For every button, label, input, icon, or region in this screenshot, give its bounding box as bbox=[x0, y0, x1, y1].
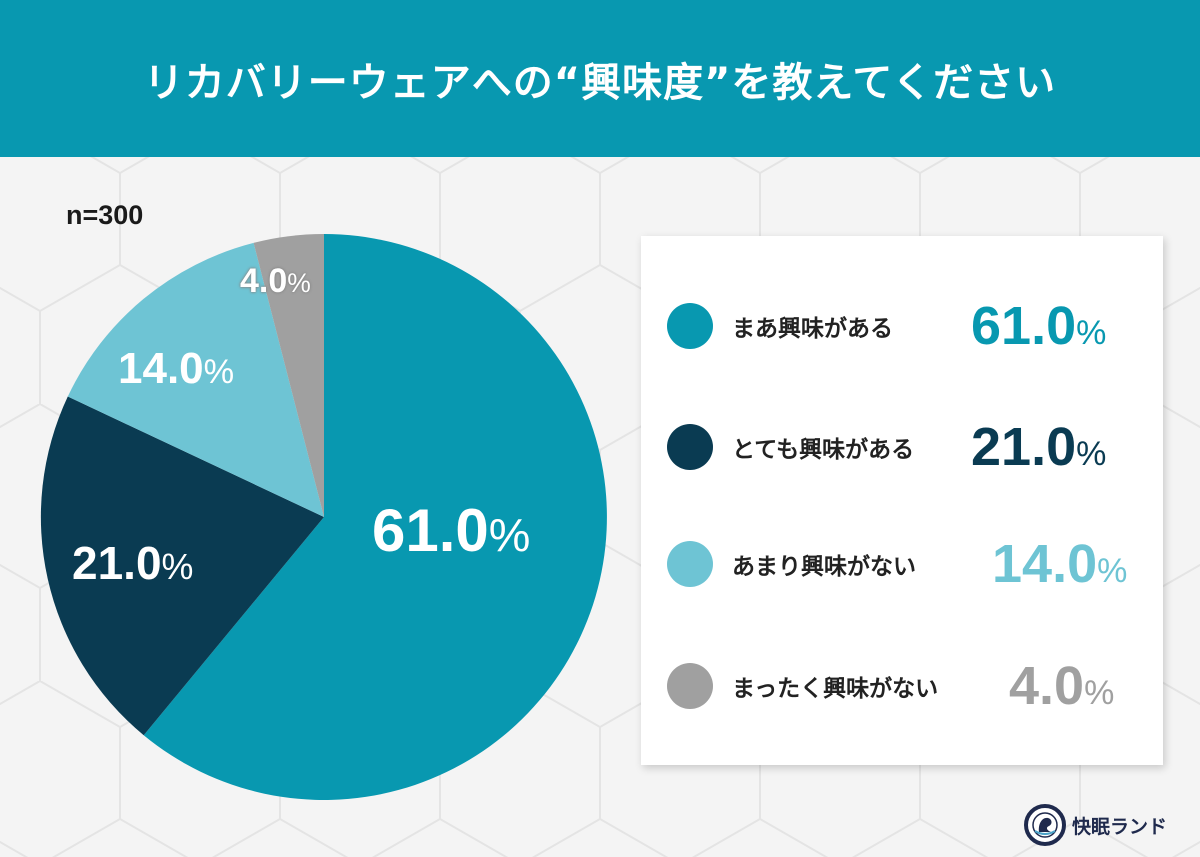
legend-label: まあ興味がある bbox=[732, 316, 893, 342]
legend-value-unit: % bbox=[1084, 674, 1115, 712]
legend-item-very-interested: とても興味がある 21.0% bbox=[667, 417, 1147, 477]
legend-panel: まあ興味がある 61.0% とても興味がある 21.0% あまり興味がない 14… bbox=[641, 236, 1163, 765]
header-banner: リカバリーウェアへの“興味度”を教えてください bbox=[0, 0, 1200, 157]
pie-label-4-unit: % bbox=[287, 268, 311, 298]
pie-slice-not-interested-at-all bbox=[253, 234, 324, 517]
pie-label-14: 14.0% bbox=[118, 344, 234, 394]
pie-label-21: 21.0% bbox=[72, 536, 193, 590]
sample-size-label: n=300 bbox=[66, 200, 144, 230]
legend-value-unit: % bbox=[1076, 314, 1107, 352]
legend-dot-icon bbox=[667, 424, 713, 470]
legend-value-number: 14.0 bbox=[992, 534, 1098, 594]
legend-value-number: 21.0 bbox=[971, 417, 1077, 477]
legend-dot-icon bbox=[667, 541, 713, 587]
brand-logo-icon bbox=[1024, 804, 1066, 846]
brand-name: 快眠ランド bbox=[1072, 815, 1168, 838]
pie-label-61: 61.0% bbox=[372, 496, 530, 565]
pie-label-14-value: 14.0 bbox=[118, 344, 204, 393]
legend-item-somewhat-interested: まあ興味がある 61.0% bbox=[667, 296, 1147, 356]
pie-label-21-unit: % bbox=[161, 547, 194, 587]
legend-label: まったく興味がない bbox=[732, 676, 939, 702]
legend-value-number: 4.0 bbox=[1009, 656, 1085, 716]
legend-value-unit: % bbox=[1076, 435, 1107, 473]
pie-label-21-value: 21.0 bbox=[72, 537, 162, 589]
legend-dot-icon bbox=[667, 663, 713, 709]
pie-slice-somewhat-interested bbox=[143, 234, 607, 800]
pie-label-14-unit: % bbox=[203, 353, 235, 391]
legend-value: 21.0% bbox=[971, 417, 1106, 484]
pie-slice-not-very-interested bbox=[67, 242, 325, 517]
legend-label: あまり興味がない bbox=[732, 554, 916, 580]
pie-label-4-value: 4.0 bbox=[240, 262, 288, 300]
legend-value: 4.0% bbox=[1009, 656, 1114, 723]
pie-label-4: 4.0% bbox=[240, 262, 311, 301]
legend-dot-icon bbox=[667, 303, 713, 349]
brand-footer: 快眠ランド bbox=[1024, 804, 1167, 846]
legend-item-not-interested-at-all: まったく興味がない 4.0% bbox=[667, 656, 1147, 716]
legend-item-not-very-interested: あまり興味がない 14.0% bbox=[667, 534, 1147, 594]
chart-title: リカバリーウェアへの“興味度”を教えてください bbox=[143, 59, 1057, 106]
legend-value: 14.0% bbox=[992, 534, 1127, 601]
legend-value-number: 61.0 bbox=[971, 296, 1077, 356]
legend-value-unit: % bbox=[1097, 552, 1128, 590]
pie-slice-very-interested bbox=[40, 396, 324, 736]
pie-label-61-value: 61.0 bbox=[372, 497, 489, 564]
pie-label-61-unit: % bbox=[488, 509, 531, 561]
legend-value: 61.0% bbox=[971, 296, 1106, 363]
legend-label: とても興味がある bbox=[732, 437, 915, 463]
